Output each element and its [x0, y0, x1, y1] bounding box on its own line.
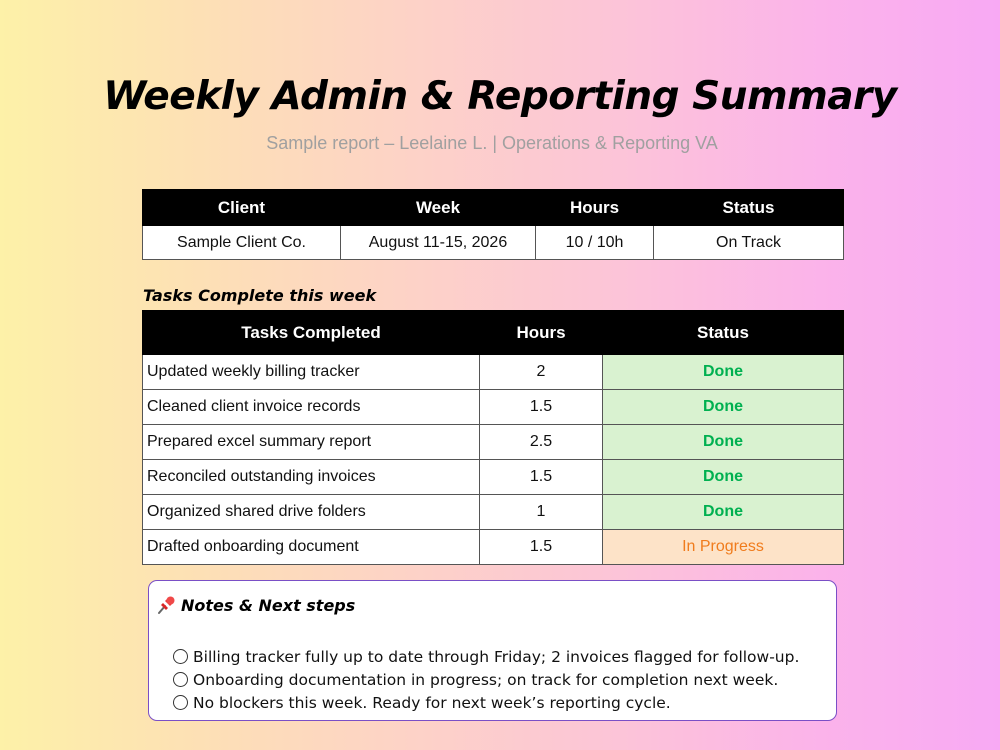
table-row: Reconciled outstanding invoices 1.5 Done — [142, 459, 844, 495]
summary-hours: 10 / 10h — [535, 225, 654, 260]
note-text: Onboarding documentation in progress; on… — [193, 670, 779, 689]
task-hours: 1.5 — [479, 529, 603, 565]
task-hours: 2.5 — [479, 424, 603, 460]
circle-bullet-icon — [173, 672, 188, 687]
table-row: Updated weekly billing tracker 2 Done — [142, 354, 844, 390]
task-name: Organized shared drive folders — [142, 494, 480, 530]
task-hours: 1.5 — [479, 459, 603, 495]
notes-header: Notes & Next steps — [155, 594, 355, 616]
summary-table: Client Week Hours Status Sample Client C… — [142, 189, 844, 260]
task-name: Cleaned client invoice records — [142, 389, 480, 425]
status-badge: In Progress — [602, 529, 844, 565]
tasks-header-task: Tasks Completed — [142, 310, 480, 355]
summary-header-row: Client Week Hours Status — [142, 189, 844, 226]
task-name: Prepared excel summary report — [142, 424, 480, 460]
summary-header-client: Client — [142, 189, 341, 226]
table-row: Drafted onboarding document 1.5 In Progr… — [142, 529, 844, 565]
status-badge: Done — [602, 459, 844, 495]
summary-client: Sample Client Co. — [142, 225, 341, 260]
notes-list: Billing tracker fully up to date through… — [173, 645, 799, 714]
table-row: Prepared excel summary report 2.5 Done — [142, 424, 844, 460]
page-title: Weekly Admin & Reporting Summary — [103, 74, 897, 119]
tasks-header-status: Status — [602, 310, 844, 355]
note-text: Billing tracker fully up to date through… — [193, 647, 800, 666]
summary-row: Sample Client Co. August 11-15, 2026 10 … — [142, 225, 844, 260]
tasks-header-row: Tasks Completed Hours Status — [142, 310, 844, 355]
status-badge: Done — [602, 494, 844, 530]
task-name: Reconciled outstanding invoices — [142, 459, 480, 495]
notes-box: Notes & Next steps Billing tracker fully… — [148, 580, 837, 721]
table-row: Cleaned client invoice records 1.5 Done — [142, 389, 844, 425]
task-hours: 1.5 — [479, 389, 603, 425]
list-item: Billing tracker fully up to date through… — [173, 645, 799, 668]
summary-header-week: Week — [340, 189, 536, 226]
task-hours: 2 — [479, 354, 603, 390]
table-row: Organized shared drive folders 1 Done — [142, 494, 844, 530]
circle-bullet-icon — [173, 695, 188, 710]
list-item: Onboarding documentation in progress; on… — [173, 668, 799, 691]
task-name: Updated weekly billing tracker — [142, 354, 480, 390]
pushpin-icon — [155, 594, 177, 616]
summary-status: On Track — [653, 225, 844, 260]
notes-title: Notes & Next steps — [181, 595, 356, 615]
summary-header-hours: Hours — [535, 189, 654, 226]
status-badge: Done — [602, 424, 844, 460]
page-subtitle: Sample report – Leelaine L. | Operations… — [266, 133, 718, 153]
note-text: No blockers this week. Ready for next we… — [193, 693, 671, 712]
task-hours: 1 — [479, 494, 603, 530]
tasks-section-label: Tasks Complete this week — [143, 286, 377, 305]
tasks-table: Tasks Completed Hours Status Updated wee… — [142, 310, 844, 565]
task-name: Drafted onboarding document — [142, 529, 480, 565]
summary-header-status: Status — [653, 189, 844, 226]
tasks-header-hours: Hours — [479, 310, 603, 355]
list-item: No blockers this week. Ready for next we… — [173, 691, 799, 714]
circle-bullet-icon — [173, 649, 188, 664]
status-badge: Done — [602, 389, 844, 425]
summary-week: August 11-15, 2026 — [340, 225, 536, 260]
status-badge: Done — [602, 354, 844, 390]
